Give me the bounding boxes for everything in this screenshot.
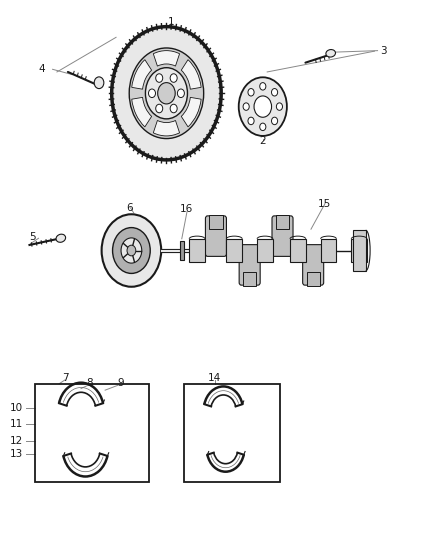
Text: 7: 7 xyxy=(62,374,69,383)
Bar xyxy=(351,239,367,262)
FancyBboxPatch shape xyxy=(239,245,260,285)
Circle shape xyxy=(239,77,287,136)
Circle shape xyxy=(158,83,175,104)
Text: 8: 8 xyxy=(86,378,93,387)
Text: 1: 1 xyxy=(167,18,174,27)
Bar xyxy=(189,239,205,262)
FancyBboxPatch shape xyxy=(272,216,293,256)
Text: 4: 4 xyxy=(38,64,45,74)
Bar xyxy=(257,239,273,262)
Text: 16: 16 xyxy=(180,204,193,214)
Ellipse shape xyxy=(56,234,66,243)
Text: 9: 9 xyxy=(117,378,124,387)
FancyBboxPatch shape xyxy=(303,245,324,285)
Circle shape xyxy=(156,104,162,113)
Text: 15: 15 xyxy=(318,199,331,208)
Bar xyxy=(226,239,242,262)
Text: 14: 14 xyxy=(208,374,221,383)
Bar xyxy=(276,215,289,229)
Circle shape xyxy=(102,214,161,287)
Circle shape xyxy=(127,245,136,256)
Bar xyxy=(307,272,320,286)
Circle shape xyxy=(260,83,266,90)
Wedge shape xyxy=(153,51,180,66)
Circle shape xyxy=(156,74,162,82)
Wedge shape xyxy=(132,98,152,127)
Text: 13: 13 xyxy=(10,449,23,459)
Wedge shape xyxy=(153,120,180,136)
Text: 6: 6 xyxy=(126,203,133,213)
Text: 5: 5 xyxy=(29,232,36,242)
Circle shape xyxy=(276,103,283,110)
Circle shape xyxy=(243,103,249,110)
Bar xyxy=(184,384,280,482)
Circle shape xyxy=(94,77,104,88)
Bar xyxy=(243,272,256,286)
Circle shape xyxy=(254,96,272,117)
Circle shape xyxy=(129,48,204,139)
Bar xyxy=(353,230,366,271)
Text: 2: 2 xyxy=(259,136,266,146)
Bar xyxy=(180,241,184,260)
Circle shape xyxy=(145,68,187,119)
Bar xyxy=(209,215,223,229)
Text: 10: 10 xyxy=(10,403,23,413)
Bar xyxy=(321,239,336,262)
Text: 12: 12 xyxy=(10,437,23,446)
Wedge shape xyxy=(181,98,201,127)
Circle shape xyxy=(177,89,184,98)
Circle shape xyxy=(272,117,278,125)
Bar xyxy=(290,239,306,262)
FancyBboxPatch shape xyxy=(205,216,226,256)
Circle shape xyxy=(121,238,142,263)
Circle shape xyxy=(112,27,221,160)
Circle shape xyxy=(148,89,155,98)
Circle shape xyxy=(170,104,177,113)
Wedge shape xyxy=(132,60,152,89)
Circle shape xyxy=(272,88,278,96)
Wedge shape xyxy=(181,60,201,89)
Ellipse shape xyxy=(326,50,336,57)
Circle shape xyxy=(113,228,150,273)
Circle shape xyxy=(248,88,254,96)
Circle shape xyxy=(248,117,254,125)
Text: 3: 3 xyxy=(380,46,387,55)
Circle shape xyxy=(170,74,177,82)
Text: 11: 11 xyxy=(10,419,23,429)
Bar xyxy=(35,384,149,482)
Circle shape xyxy=(260,123,266,131)
